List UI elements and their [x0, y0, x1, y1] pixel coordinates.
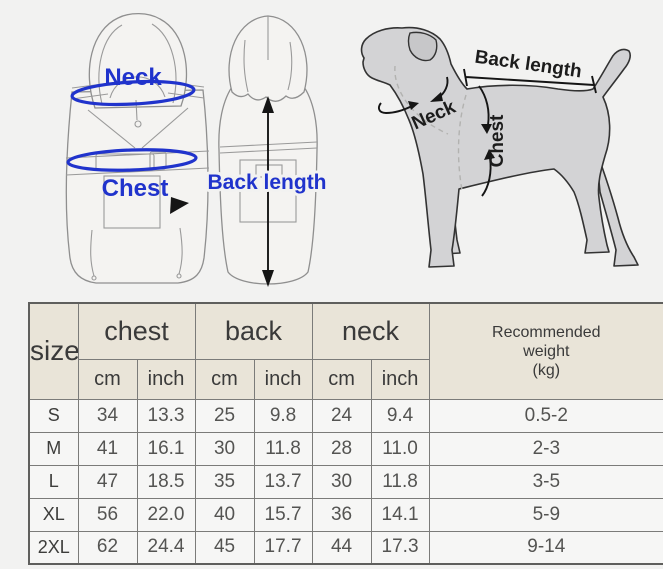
table-cell: 9.4	[370, 398, 430, 433]
chest-measure-ellipse	[66, 148, 198, 172]
table-cell: 3-5	[428, 464, 663, 499]
size-cell: M	[28, 431, 79, 466]
table-cell: 13.3	[136, 398, 196, 433]
table-cell: 40	[194, 497, 255, 532]
table-cell: 44	[311, 530, 372, 565]
header-neck-inch: inch	[370, 358, 430, 400]
table-cell: 24.4	[136, 530, 196, 565]
table-cell: 41	[77, 431, 138, 466]
recommended-line1: Recommended	[492, 323, 601, 341]
header-back: back	[194, 302, 313, 360]
table-cell: 17.7	[253, 530, 313, 565]
header-back-cm: cm	[194, 358, 255, 400]
table-cell: 62	[77, 530, 138, 565]
table-cell: 30	[194, 431, 255, 466]
table-row-l: L 47 18.5 35 13.7 30 11.8 3-5	[28, 464, 663, 499]
coat-front-chest-label: Chest	[102, 175, 169, 202]
dog-far-hind-leg	[595, 149, 639, 267]
table-cell: 28	[311, 431, 372, 466]
measurement-illustration: Neck Chest Back length	[65, 12, 639, 287]
header-chest-inch: inch	[136, 358, 196, 400]
table-cell: 14.1	[370, 497, 430, 532]
table-cell: 17.3	[370, 530, 430, 565]
coat-front-illustration: Neck Chest	[65, 12, 210, 284]
neck-measure-ellipse	[70, 79, 196, 107]
dog-back-length-label: Back length	[473, 47, 583, 83]
table-cell: 9-14	[428, 530, 663, 565]
recommended-unit: (kg)	[532, 361, 561, 379]
size-cell: XL	[28, 497, 79, 532]
table-cell: 24	[311, 398, 372, 433]
coat-front-neck-label: Neck	[104, 64, 162, 91]
table-cell: 22.0	[136, 497, 196, 532]
table-cell: 9.8	[253, 398, 313, 433]
chest-dashed-line	[457, 94, 467, 191]
size-cell: L	[28, 464, 79, 499]
header-size: size	[28, 302, 79, 400]
dog-ear	[407, 31, 438, 62]
table-cell: 47	[77, 464, 138, 499]
coat-back-length-label: Back length	[207, 171, 326, 194]
header-chest: chest	[77, 302, 196, 360]
dog-chest-label: Chest	[487, 114, 508, 167]
header-neck-cm: cm	[311, 358, 372, 400]
table-row-2xl: 2XL 62 24.4 45 17.7 44 17.3 9-14	[28, 530, 663, 565]
dog-illustration: Back length Neck Chest	[360, 26, 639, 268]
table-cell: 56	[77, 497, 138, 532]
table-row-s: S 34 13.3 25 9.8 24 9.4 0.5-2	[28, 398, 663, 433]
table-cell: 13.7	[253, 464, 313, 499]
table-cell: 0.5-2	[428, 398, 663, 433]
recommended-line2: weight	[523, 342, 570, 360]
header-recommended-weight: Recommended weight (kg)	[428, 302, 663, 400]
table-cell: 34	[77, 398, 138, 433]
size-cell: 2XL	[28, 530, 79, 565]
table-cell: 25	[194, 398, 255, 433]
neck-dashed-line	[394, 65, 449, 135]
header-neck: neck	[311, 302, 430, 360]
header-chest-cm: cm	[77, 358, 138, 400]
table-cell: 16.1	[136, 431, 196, 466]
table-cell: 18.5	[136, 464, 196, 499]
pointer-triangle-icon	[170, 197, 189, 214]
table-cell: 15.7	[253, 497, 313, 532]
coat-back-illustration: Back length	[204, 15, 330, 287]
header-back-inch: inch	[253, 358, 313, 400]
table-row-m: M 41 16.1 30 11.8 28 11.0 2-3	[28, 431, 663, 466]
table-cell: 30	[311, 464, 372, 499]
table-row-xl: XL 56 22.0 40 15.7 36 14.1 5-9	[28, 497, 663, 532]
size-table: size chest back neck Recommended weight …	[28, 302, 663, 565]
table-cell: 45	[194, 530, 255, 565]
table-cell: 11.8	[253, 431, 313, 466]
size-cell: S	[28, 398, 79, 433]
table-cell: 5-9	[428, 497, 663, 532]
table-cell: 35	[194, 464, 255, 499]
table-cell: 11.0	[370, 431, 430, 466]
table-cell: 11.8	[370, 464, 430, 499]
dog-silhouette	[360, 26, 631, 268]
table-cell: 36	[311, 497, 372, 532]
table-cell: 2-3	[428, 431, 663, 466]
